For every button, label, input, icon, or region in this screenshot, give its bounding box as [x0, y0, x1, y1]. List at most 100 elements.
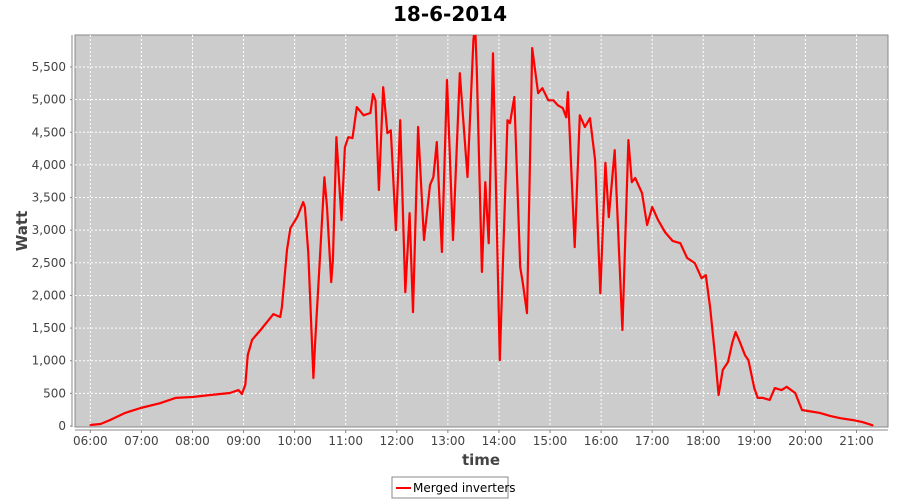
y-tick-label: 3,000 — [32, 223, 66, 237]
data-point — [389, 129, 392, 132]
data-point — [794, 392, 797, 394]
y-tick-label: 2,500 — [32, 256, 66, 270]
data-point — [330, 281, 333, 283]
data-point — [801, 409, 803, 411]
data-point — [347, 136, 350, 139]
data-point — [340, 219, 343, 221]
data-point — [246, 353, 249, 356]
data-point — [372, 93, 374, 95]
data-point — [458, 72, 461, 75]
data-point — [435, 141, 438, 143]
data-point — [382, 86, 385, 89]
data-point — [139, 407, 142, 409]
data-point — [700, 277, 703, 280]
data-point — [521, 282, 524, 284]
series-line-0 — [90, 35, 874, 427]
data-point — [475, 69, 478, 72]
data-point — [472, 39, 475, 42]
y-tick-label: 5,500 — [32, 60, 66, 74]
data-point — [209, 394, 212, 396]
data-point — [244, 383, 247, 386]
data-point — [312, 377, 315, 379]
data-point — [399, 119, 402, 122]
y-tick-label: 0 — [58, 419, 66, 433]
data-point — [573, 246, 576, 249]
data-point — [303, 206, 306, 209]
data-point — [721, 368, 724, 371]
data-point — [671, 240, 674, 242]
x-axis-label: time — [462, 451, 500, 469]
data-point — [99, 423, 102, 425]
data-point — [481, 271, 483, 273]
data-point — [594, 159, 597, 161]
data-point — [272, 313, 275, 315]
data-point — [565, 116, 568, 119]
data-point — [651, 206, 654, 208]
x-tick-label: 20:00 — [788, 434, 823, 448]
data-point — [286, 248, 288, 251]
data-point — [429, 184, 431, 187]
data-point — [314, 342, 316, 345]
x-tick-label: 10:00 — [277, 434, 312, 448]
y-tick-label: 4,000 — [32, 158, 66, 172]
data-point — [552, 99, 555, 102]
data-point — [686, 257, 688, 259]
data-point — [417, 126, 419, 128]
data-point — [408, 212, 411, 215]
data-point — [484, 181, 487, 184]
data-point — [747, 359, 750, 361]
data-point — [513, 96, 516, 98]
data-point — [355, 106, 358, 109]
y-tick-label: 500 — [43, 386, 66, 400]
data-point — [871, 424, 874, 427]
x-tick-label: 18:00 — [686, 434, 721, 448]
data-point — [734, 331, 737, 333]
data-point — [641, 192, 643, 194]
data-point — [509, 122, 511, 125]
data-point — [319, 252, 322, 254]
data-point — [89, 424, 92, 426]
x-tick-label: 14:00 — [482, 434, 517, 448]
data-point — [780, 389, 783, 391]
data-point — [547, 99, 550, 102]
data-point — [240, 393, 243, 395]
data-point — [756, 397, 759, 399]
data-point — [627, 139, 630, 141]
data-point — [561, 107, 564, 110]
data-point — [807, 410, 809, 412]
data-point — [761, 397, 764, 399]
data-point — [124, 412, 127, 414]
data-point — [664, 231, 666, 234]
series-layer — [89, 35, 874, 427]
x-tick-label: 13:00 — [431, 434, 466, 448]
data-point — [237, 389, 240, 391]
data-point — [335, 136, 338, 139]
data-point — [839, 417, 842, 420]
y-tick-label: 3,500 — [32, 191, 66, 205]
data-point — [818, 412, 821, 414]
data-point — [773, 387, 776, 390]
data-point — [657, 219, 660, 221]
x-tick-label: 17:00 — [635, 434, 670, 448]
data-point — [498, 359, 501, 361]
data-point — [731, 342, 734, 345]
data-point — [302, 201, 305, 204]
data-point — [386, 132, 389, 135]
data-point — [492, 52, 494, 55]
data-point — [714, 356, 717, 359]
x-tick-label: 16:00 — [584, 434, 619, 448]
data-point — [829, 414, 832, 417]
data-point — [556, 104, 559, 107]
data-point — [717, 394, 720, 396]
data-point — [326, 206, 328, 208]
data-point — [567, 91, 569, 94]
data-point — [432, 176, 435, 178]
data-point — [785, 385, 788, 388]
x-tick-label: 21:00 — [839, 434, 874, 448]
legend-box — [391, 476, 509, 499]
gridlines — [75, 35, 888, 427]
data-point — [412, 311, 414, 313]
x-tick-label: 07:00 — [124, 434, 159, 448]
data-point — [852, 419, 854, 422]
